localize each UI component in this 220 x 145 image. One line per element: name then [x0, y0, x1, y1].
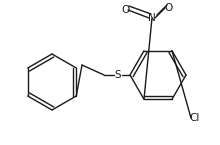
Text: O: O: [121, 5, 129, 15]
Text: O: O: [164, 3, 172, 13]
Text: S: S: [115, 70, 121, 80]
Text: Cl: Cl: [190, 113, 200, 123]
Text: N: N: [148, 13, 156, 23]
